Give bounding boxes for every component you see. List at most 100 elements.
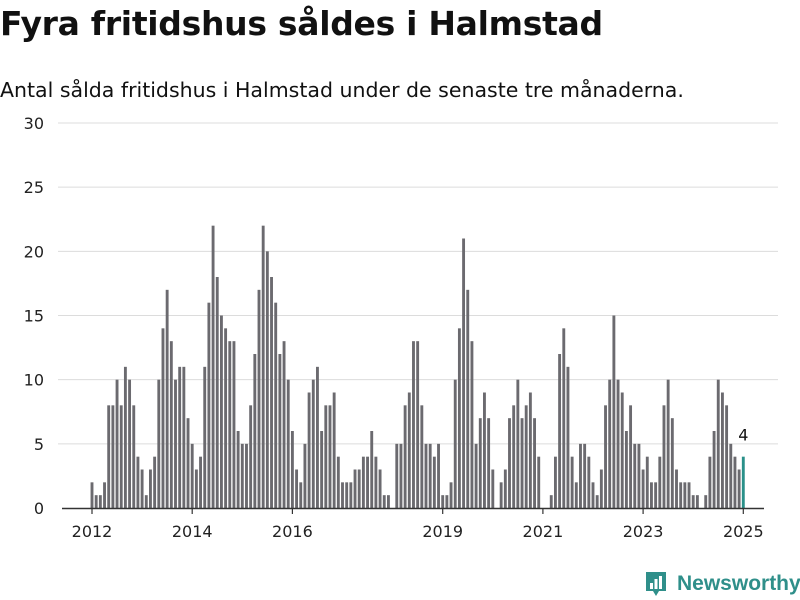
x-tick-label: 2025 [723, 522, 764, 541]
bar [445, 495, 449, 508]
bar [608, 379, 612, 508]
bar [357, 469, 361, 508]
bar [716, 379, 720, 508]
bar [265, 251, 269, 508]
bar [253, 354, 257, 508]
bar [579, 443, 582, 508]
bar [374, 456, 378, 508]
bar [303, 443, 307, 508]
y-tick-label: 0 [34, 499, 44, 518]
bar [503, 469, 507, 508]
bar [140, 469, 144, 508]
bar [295, 469, 299, 508]
bar [633, 443, 637, 508]
bar [508, 418, 511, 508]
bar [520, 418, 524, 508]
bar [453, 379, 457, 508]
bar [587, 456, 591, 508]
bar [224, 328, 228, 508]
bar [207, 302, 211, 508]
bar [670, 418, 674, 508]
bar [599, 469, 603, 508]
newsworthy-logo: Newsworthy [644, 568, 800, 600]
bar [641, 469, 645, 508]
bar [574, 482, 578, 508]
bar [441, 495, 445, 508]
bar [103, 482, 106, 508]
y-tick-label: 15 [24, 307, 44, 326]
chart-title: Fyra fritidshus såldes i Halmstad [0, 4, 603, 43]
bar [144, 495, 148, 508]
bar [249, 405, 253, 508]
bar [399, 443, 403, 508]
bar [683, 482, 687, 508]
bar [737, 469, 741, 508]
bar [420, 405, 424, 508]
bar [278, 354, 282, 508]
bar [428, 443, 432, 508]
x-tick-label: 2023 [623, 522, 664, 541]
bar [228, 341, 232, 508]
bar [270, 277, 273, 508]
bar [553, 456, 557, 508]
x-tick-label: 2012 [72, 522, 113, 541]
bar [153, 456, 157, 508]
bar [474, 443, 478, 508]
bar [725, 405, 729, 508]
bar [149, 469, 152, 508]
bar [583, 443, 587, 508]
bar [290, 431, 294, 508]
brand-name: Newsworthy [677, 572, 800, 595]
bar [449, 482, 453, 508]
bar [349, 482, 353, 508]
bar [219, 315, 223, 508]
bar [407, 392, 411, 508]
bar [595, 495, 599, 508]
bar [562, 328, 566, 508]
bar [470, 341, 474, 508]
bar [466, 289, 470, 508]
bar [316, 366, 319, 508]
bar [695, 495, 699, 508]
bar [378, 469, 382, 508]
bar [516, 379, 520, 508]
bar [675, 469, 678, 508]
newsworthy-chart-icon [646, 572, 666, 596]
y-tick-label: 5 [34, 435, 44, 454]
bar [341, 482, 344, 508]
bar [211, 225, 215, 509]
bar [174, 379, 177, 508]
bar [236, 431, 240, 508]
bar [712, 431, 716, 508]
bar [512, 405, 516, 508]
bar [169, 341, 173, 508]
bar [395, 443, 399, 508]
bar [261, 225, 265, 509]
bar [629, 405, 633, 508]
bar [286, 379, 290, 508]
bar [98, 495, 102, 508]
bar [186, 418, 190, 508]
bar [729, 443, 733, 508]
bar [570, 456, 574, 508]
bar [624, 431, 628, 508]
bar [612, 315, 616, 508]
y-tick-label: 25 [24, 178, 44, 197]
bar [107, 405, 111, 508]
bar [403, 405, 407, 508]
bar [370, 431, 374, 508]
bar [566, 366, 570, 508]
bar [650, 482, 653, 508]
bar [462, 238, 466, 508]
bar [654, 482, 658, 508]
bar [679, 482, 683, 508]
bar [620, 392, 624, 508]
bar [437, 443, 440, 508]
bar [524, 405, 528, 508]
bar [282, 341, 286, 508]
bar [178, 366, 182, 508]
chart-subtitle: Antal sålda fritidshus i Halmstad under … [0, 78, 684, 102]
bar [115, 379, 119, 508]
bar [616, 379, 620, 508]
bar [491, 469, 495, 508]
